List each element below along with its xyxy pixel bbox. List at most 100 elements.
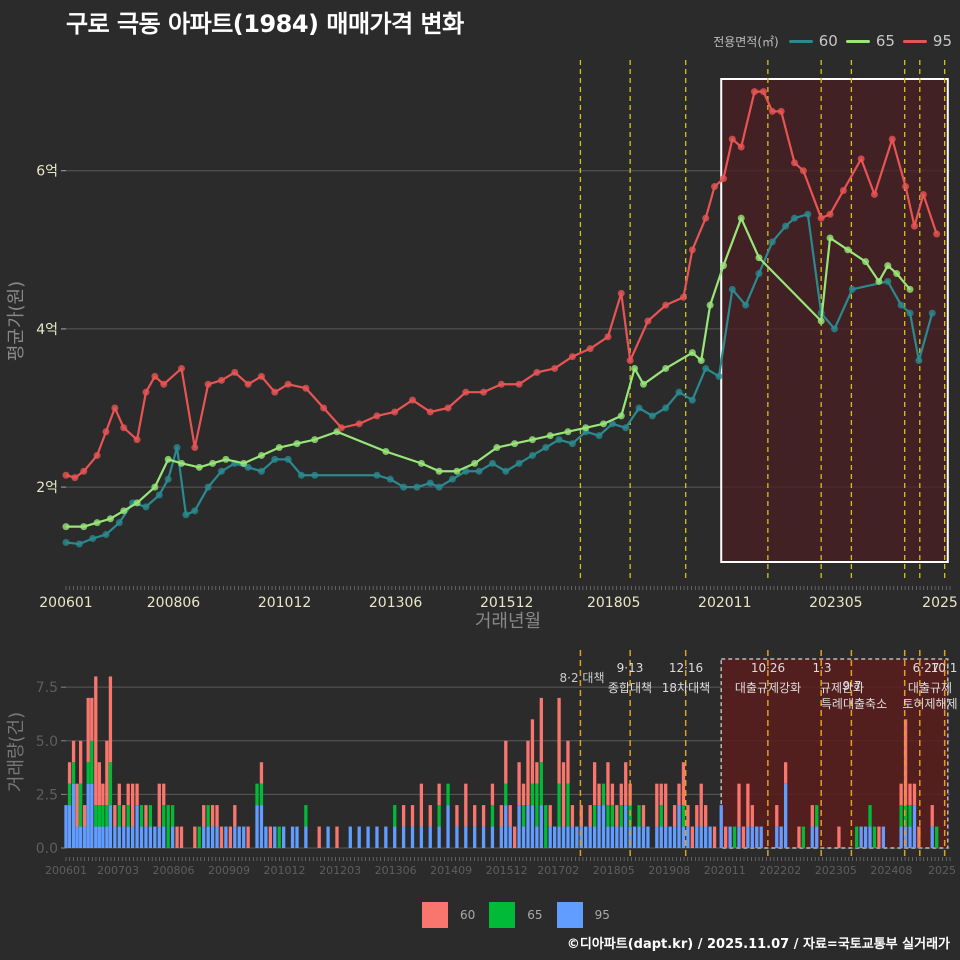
data-point — [271, 388, 279, 396]
bar-segment — [233, 826, 237, 848]
bar-segment — [615, 826, 619, 848]
data-point — [435, 483, 443, 491]
legend-key-60-icon — [788, 39, 813, 43]
data-point — [568, 440, 576, 448]
bar-segment — [815, 805, 819, 827]
bar-segment — [588, 826, 592, 848]
data-point — [444, 404, 452, 412]
bar-segment — [419, 826, 424, 848]
bar-segment — [97, 762, 101, 806]
data-point — [209, 459, 217, 467]
data-point — [884, 262, 892, 270]
bar-segment — [557, 826, 561, 848]
data-point — [768, 238, 776, 246]
bar-segment — [570, 826, 575, 848]
data-point — [448, 475, 456, 483]
data-point — [848, 285, 856, 293]
bar-segment — [606, 826, 610, 848]
bar-segment — [863, 826, 868, 848]
data-point — [533, 368, 541, 376]
bar-segment — [90, 740, 94, 784]
bar-segment — [912, 805, 917, 848]
data-point — [648, 412, 656, 420]
bar-segment — [393, 805, 397, 827]
data-point — [702, 214, 710, 222]
bar-segment — [708, 826, 712, 848]
data-point — [844, 246, 852, 254]
data-point — [502, 467, 510, 475]
data-point — [302, 384, 310, 392]
bar-segment — [597, 805, 601, 848]
bar-segment — [90, 783, 94, 848]
bar-segment — [801, 826, 806, 848]
bar-segment — [930, 805, 934, 827]
bar-segment — [233, 805, 237, 827]
data-point — [697, 357, 705, 365]
bar-segment — [179, 826, 184, 848]
data-point — [675, 388, 683, 396]
bar-segment — [67, 783, 72, 806]
bar-segment — [699, 826, 703, 848]
data-point — [222, 455, 230, 463]
y-tick-label: 6억 — [36, 164, 58, 180]
x-tick-label-bottom: 201203 — [319, 864, 361, 877]
bar-segment — [606, 805, 610, 827]
y-tick-label: 5.0 — [36, 734, 58, 750]
bar-segment — [881, 826, 886, 848]
data-point — [133, 499, 141, 507]
data-point — [711, 183, 719, 191]
data-point — [919, 190, 927, 198]
policy-annotation-label: 종합대책 — [608, 680, 652, 695]
x-tick-label-bottom: 202011 — [704, 864, 746, 877]
data-point — [702, 364, 710, 372]
data-point — [586, 345, 594, 353]
bar-segment — [912, 783, 917, 806]
bar-segment — [295, 826, 299, 848]
bar-segment — [162, 805, 166, 827]
bar-segment — [71, 783, 76, 848]
bar-segment — [557, 783, 561, 827]
bar-segment — [273, 826, 277, 848]
bar-segment — [162, 826, 166, 848]
bar-segment — [393, 826, 397, 848]
bar-segment — [282, 826, 286, 848]
y-axis-title-bottom: 거래량(건) — [6, 712, 27, 792]
bar-segment — [335, 826, 339, 848]
data-point — [497, 380, 505, 388]
x-tick-label-bottom: 200601 — [45, 864, 87, 877]
highlight-box — [720, 78, 949, 563]
bar-segment — [268, 826, 272, 848]
bar-segment — [259, 762, 264, 784]
bar-segment — [83, 805, 87, 827]
bar-segment — [584, 826, 588, 848]
data-point — [688, 396, 696, 404]
x-tick-label-bottom: 201012 — [264, 864, 306, 877]
bar-segment — [490, 805, 495, 827]
bar-segment — [724, 826, 728, 848]
policy-annotation-label: 특례대출축소 — [821, 697, 887, 711]
bar-segment — [601, 783, 606, 806]
legend-item-60: 60 — [788, 32, 838, 50]
bar-segment — [135, 805, 139, 848]
x-tick-label-bottom: 201306 — [375, 864, 417, 877]
bar-segment — [935, 826, 939, 848]
data-point — [217, 376, 225, 384]
bar-segment — [566, 783, 570, 827]
data-point — [142, 388, 150, 396]
data-point — [475, 467, 483, 475]
bar-segment — [624, 762, 628, 806]
policy-annotation-date: 10·1 — [931, 661, 958, 675]
bar-segment — [755, 826, 759, 848]
bar-segment — [664, 826, 668, 848]
bar-segment — [526, 805, 530, 848]
bar-segment — [215, 826, 219, 848]
bar-segment — [86, 697, 90, 763]
x-tick-label-bottom: 200703 — [97, 864, 139, 877]
legend-bottom-item-60: 60 — [422, 902, 475, 928]
data-point — [893, 270, 901, 278]
bar-segment — [75, 826, 79, 848]
data-point — [662, 301, 670, 309]
bar-segment — [504, 783, 508, 806]
bar-segment — [67, 805, 72, 848]
